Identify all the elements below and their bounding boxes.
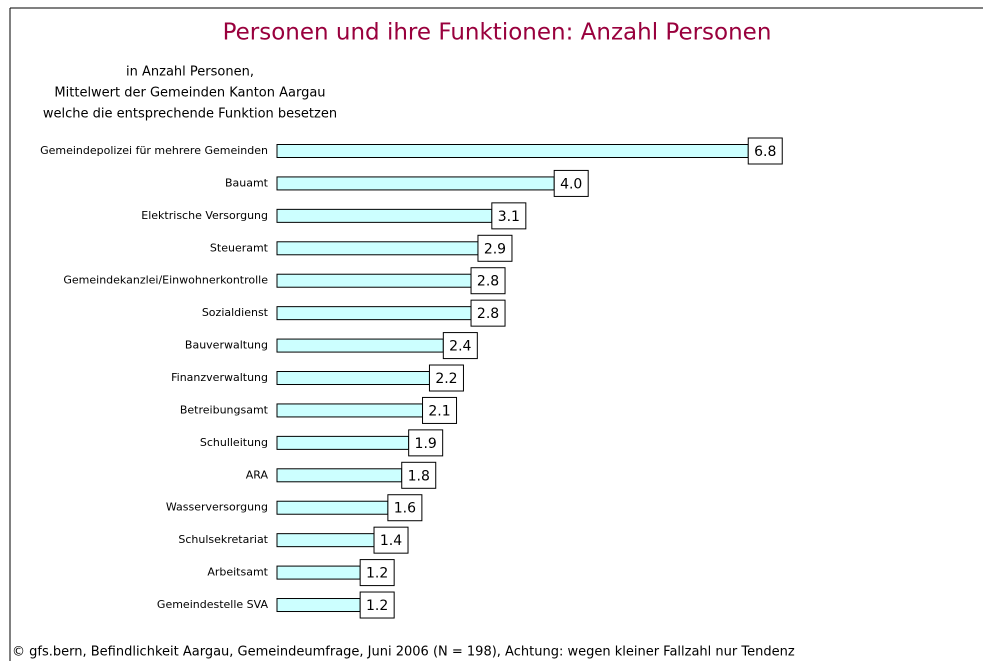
value-label-box [491,202,527,230]
subtitle: Mittelwert der Gemeinden Kanton Aargau [54,86,325,101]
subtitle: in Anzahl Personen, [126,65,254,80]
value-label: 1.8 [408,468,430,484]
value-label-box [442,332,478,360]
category-label: Bauamt [225,176,269,189]
bar [276,338,444,353]
category-label: Gemeindekanzlei/Einwohnerkontrolle [63,274,268,287]
bar [276,403,424,418]
value-label: 4.0 [560,176,582,192]
value-label: 1.2 [366,566,388,582]
value-label-box [747,137,783,165]
source-note: © gfs.bern, Befindlichkeit Aargau, Gemei… [12,645,795,660]
bar [276,468,403,483]
value-label-box [387,494,423,522]
value-label: 3.1 [498,209,520,225]
value-label: 2.4 [449,339,471,355]
bar [276,565,361,580]
category-label: Gemeindestelle SVA [157,598,269,611]
category-label: Schulleitung [200,436,268,449]
value-label-box [373,526,409,554]
category-label: Betreibungsamt [180,403,269,416]
category-label: Sozialdienst [202,306,269,319]
bar [276,144,749,158]
value-label: 6.8 [754,144,776,160]
bar [276,500,389,515]
bar [276,306,472,321]
value-label-box [359,559,395,587]
subtitle: welche die entsprechende Funktion besetz… [43,107,337,122]
value-label: 2.8 [477,306,499,322]
bar [276,176,555,191]
value-label-box [401,461,437,489]
category-label: Gemeindepolizei für mehrere Gemeinden [40,144,268,157]
value-label-box [553,169,589,197]
value-label-box [470,299,506,327]
value-label: 1.6 [394,501,416,517]
value-label-box [477,234,513,262]
value-label: 2.8 [477,274,499,290]
category-label: Finanzverwaltung [171,371,268,384]
bar [276,208,493,223]
value-label-box [408,429,444,457]
bar [276,435,410,450]
value-label: 1.4 [380,533,402,549]
bar [276,273,472,288]
value-label: 1.9 [415,436,437,452]
category-label: Elektrische Versorgung [141,209,268,222]
category-label: Bauverwaltung [185,339,268,352]
bar [276,371,430,386]
value-label: 1.2 [366,598,388,614]
category-label: Wasserversorgung [166,501,268,514]
value-label: 2.2 [435,371,457,387]
category-label: Steueramt [210,241,269,254]
bar [276,533,375,548]
bar [276,241,479,256]
category-label: Schulsekretariat [178,533,268,546]
value-label-box [428,364,464,392]
value-label: 2.9 [484,241,506,257]
category-label: ARA [246,468,269,481]
value-label: 2.1 [428,403,450,419]
bar [276,598,361,613]
chart-title: Personen und ihre Funktionen: Anzahl Per… [223,20,772,46]
category-label: Arbeitsamt [207,566,268,579]
value-label-box [422,396,458,424]
value-label-box [359,591,395,619]
value-label-box [470,267,506,295]
